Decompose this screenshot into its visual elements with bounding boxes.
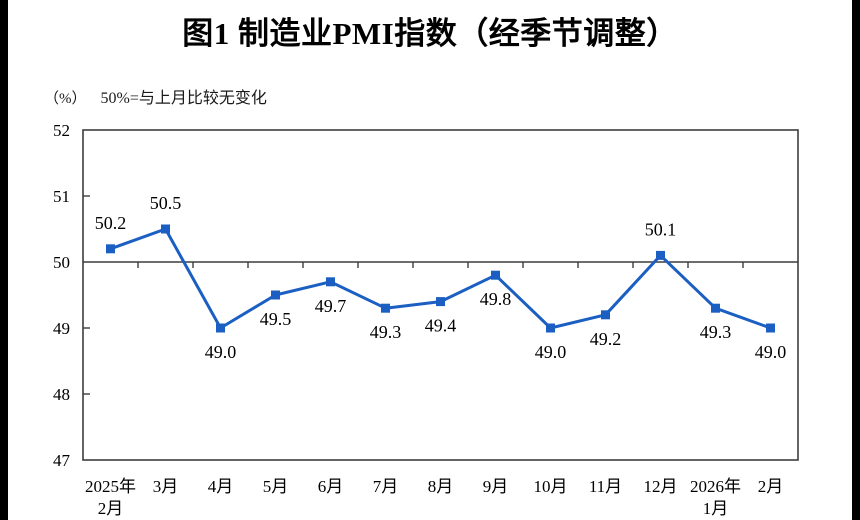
chart-subtitle-row: （%） 50%=与上月比较无变化 — [44, 84, 267, 108]
x-axis-category-label: 2025年 — [85, 477, 136, 496]
data-point-marker — [381, 303, 390, 313]
y-axis-unit-label: （%） — [44, 91, 87, 107]
y-axis-tick-label: 52 — [53, 121, 70, 140]
x-axis-category-label: 1月 — [703, 499, 729, 518]
data-point-marker — [546, 323, 555, 333]
x-axis-category-label: 5月 — [263, 477, 289, 496]
data-point-marker — [711, 303, 720, 313]
data-point-label: 49.4 — [425, 316, 457, 336]
data-point-marker — [436, 297, 445, 307]
plot-frame — [82, 129, 799, 461]
y-axis-tick-label: 47 — [53, 451, 71, 470]
data-point-marker — [491, 270, 500, 280]
y-axis-tick-label: 49 — [53, 319, 70, 338]
x-axis-category-label: 8月 — [428, 477, 454, 496]
data-point-label: 50.5 — [150, 193, 182, 213]
x-axis-category-label: 2月 — [758, 477, 784, 496]
data-point-label: 49.8 — [480, 289, 512, 309]
reference-note-label: 50%=与上月比较无变化 — [100, 90, 267, 107]
data-point-label: 49.7 — [315, 296, 347, 316]
data-point-label: 49.3 — [700, 322, 732, 342]
data-point-label: 49.0 — [535, 342, 567, 362]
x-axis-category-label: 6月 — [318, 477, 344, 496]
x-axis-category-label: 12月 — [644, 477, 678, 496]
x-axis-category-label: 9月 — [483, 477, 509, 496]
data-point-marker — [766, 323, 775, 333]
x-axis-category-label: 2026年 — [690, 477, 741, 496]
data-point-marker — [601, 310, 610, 320]
y-axis-tick-label: 50 — [53, 253, 70, 272]
x-axis-category-label: 3月 — [153, 477, 179, 496]
data-point-label: 49.0 — [205, 342, 237, 362]
x-axis-category-label: 10月 — [534, 477, 568, 496]
data-point-label: 49.0 — [755, 342, 787, 362]
y-axis-tick-label: 48 — [53, 385, 70, 404]
data-point-marker — [216, 323, 225, 333]
y-axis-tick-label: 51 — [53, 187, 70, 206]
data-point-marker — [161, 224, 170, 234]
data-point-marker — [326, 277, 335, 287]
x-axis-category-label: 7月 — [373, 477, 399, 496]
data-point-label: 49.2 — [590, 329, 622, 349]
data-point-marker — [656, 250, 665, 260]
data-point-marker — [106, 244, 115, 254]
data-point-label: 49.5 — [260, 309, 292, 329]
right-black-edge-bar — [852, 0, 860, 520]
data-point-label: 49.3 — [370, 322, 402, 342]
data-point-label: 50.2 — [95, 213, 127, 233]
x-axis-category-label: 4月 — [208, 477, 234, 496]
x-axis-category-label: 2月 — [98, 499, 124, 518]
pmi-series-line — [109, 227, 772, 330]
data-point-marker — [271, 290, 280, 300]
x-axis-category-label: 11月 — [589, 477, 622, 496]
chart-title: 图1 制造业PMI指数（经季节调整） — [182, 16, 678, 51]
left-black-edge-bar — [0, 0, 8, 520]
data-point-label: 50.1 — [645, 219, 677, 239]
